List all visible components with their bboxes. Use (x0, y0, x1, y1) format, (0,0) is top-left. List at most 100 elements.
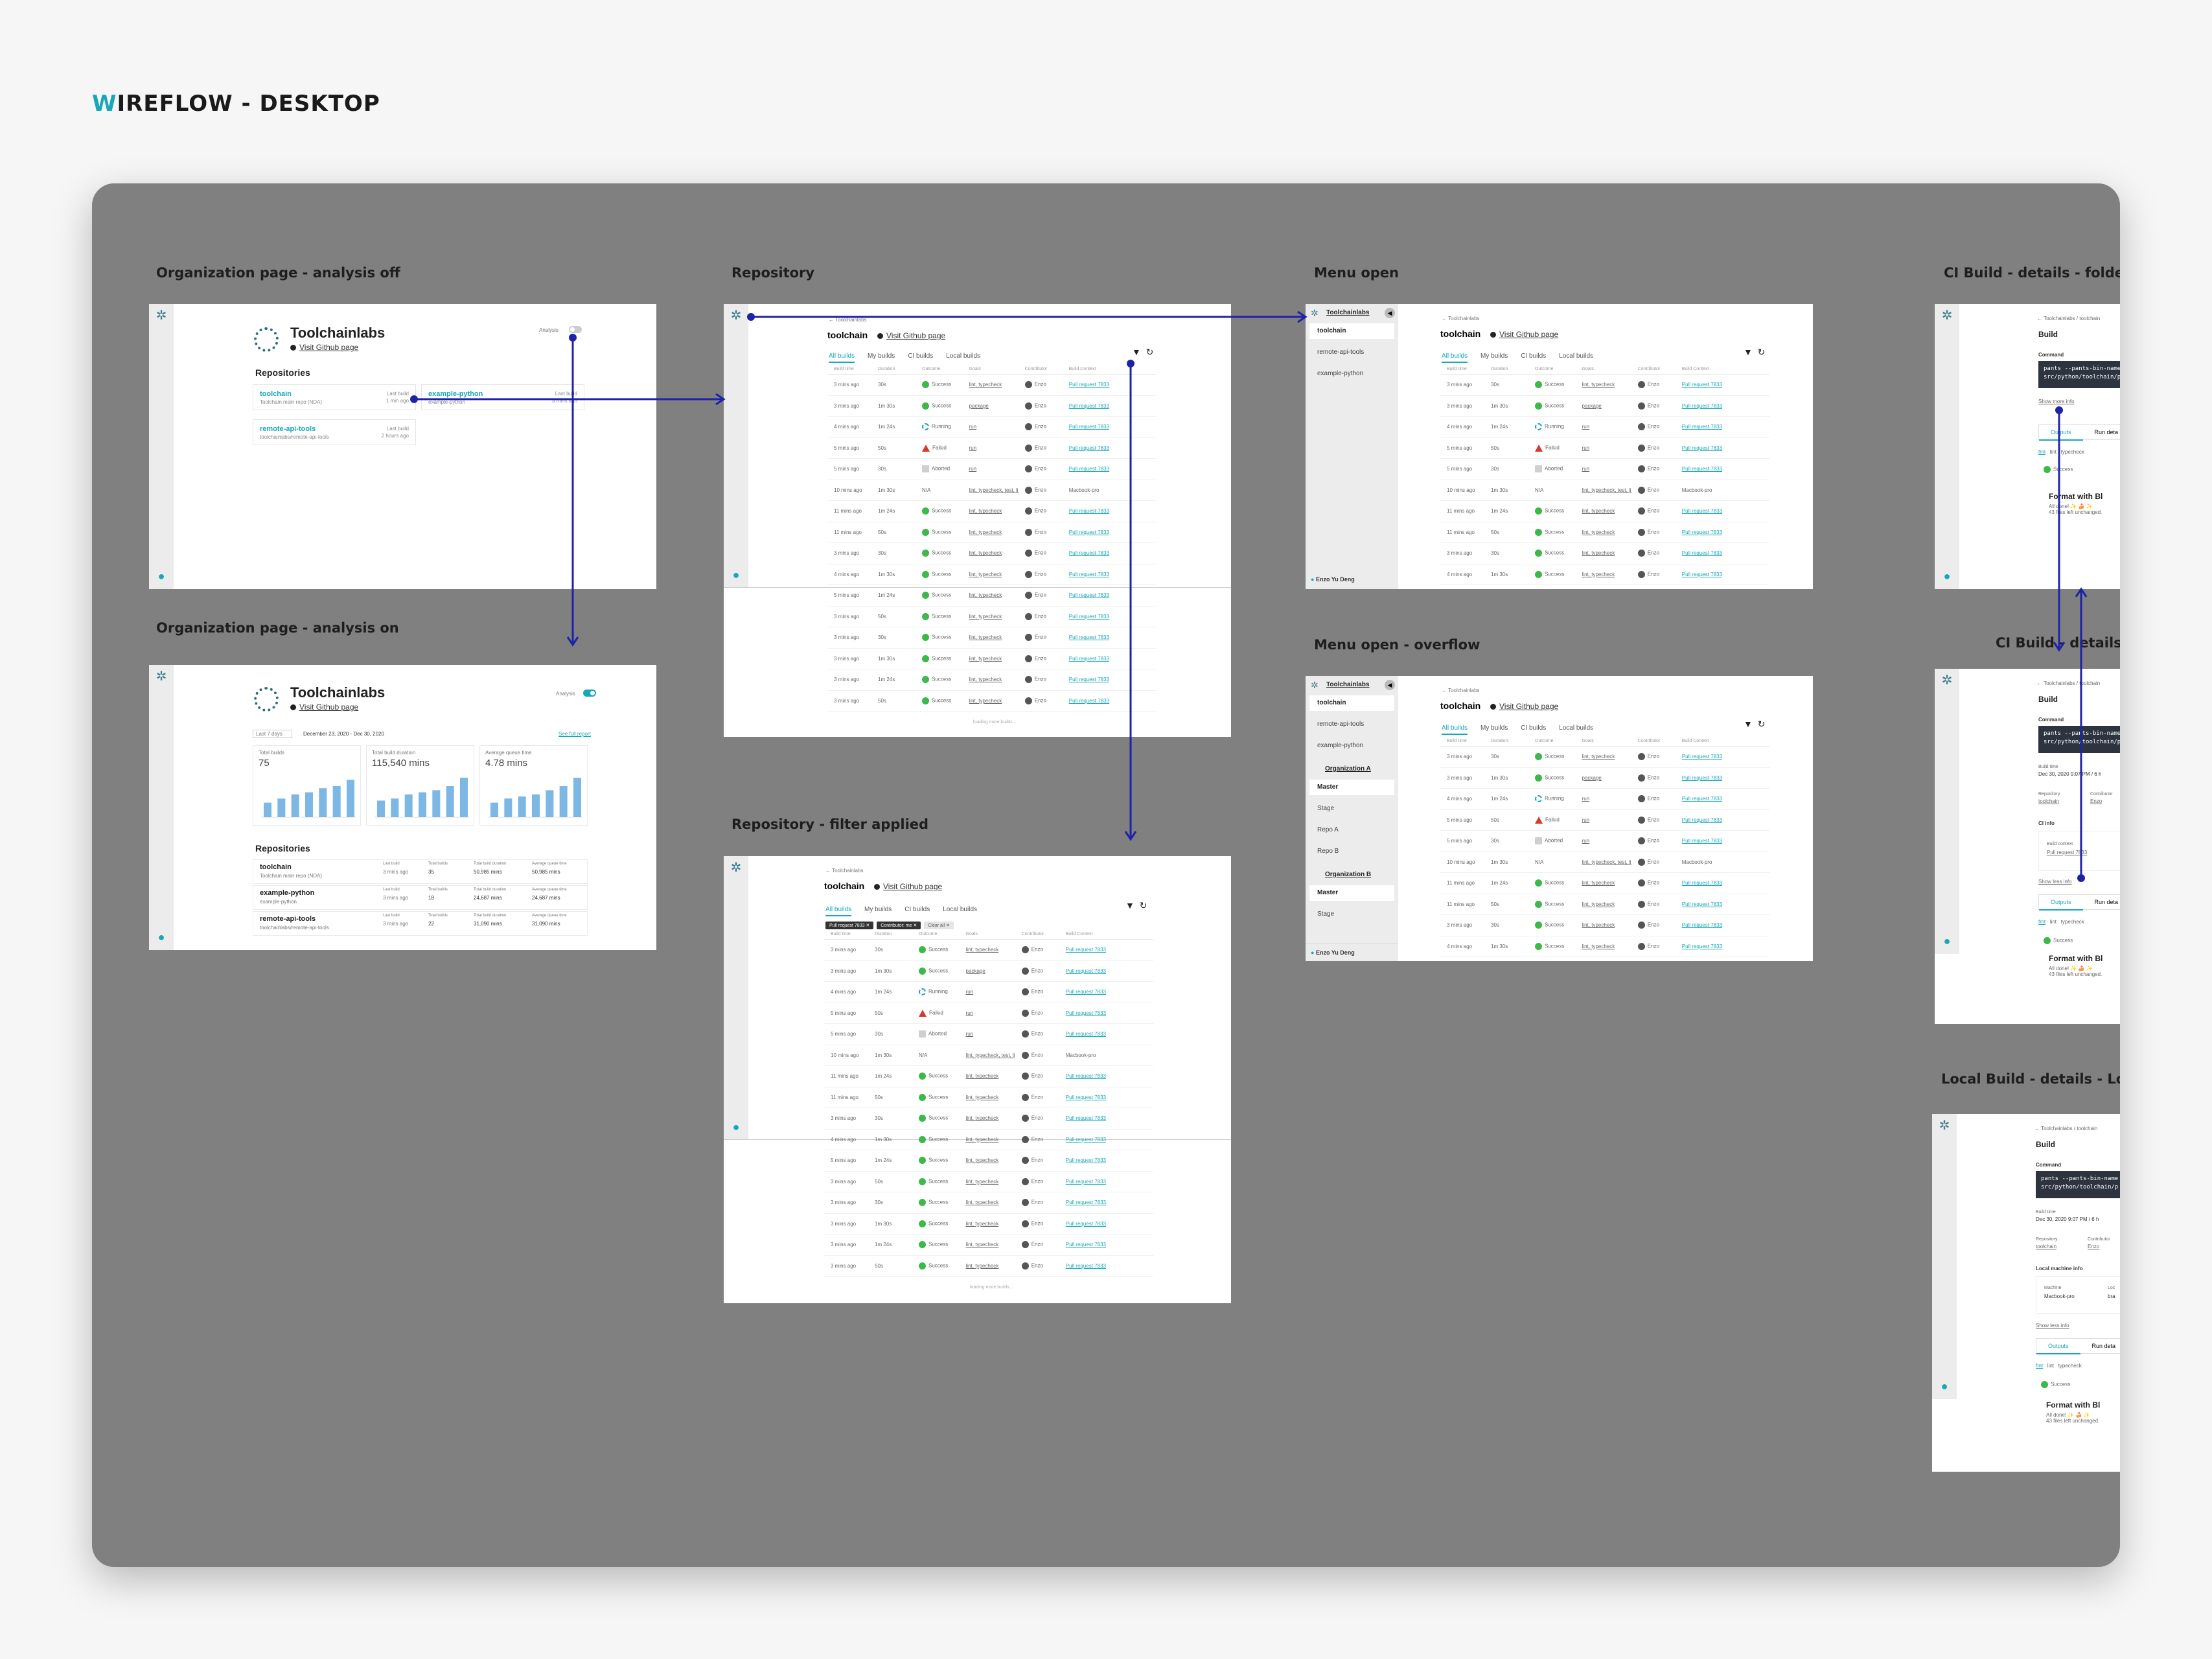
build-context-link[interactable]: Pull request 7833 (1059, 939, 1153, 961)
filter-chip[interactable]: Pull request 7833 ✕ (825, 922, 874, 929)
analysis-toggle[interactable] (583, 690, 596, 697)
tab-local-builds[interactable]: Local builds (943, 906, 977, 913)
menu-org-group[interactable]: Organization B (1325, 871, 1372, 878)
table-row[interactable]: 11 mins ago 50s Success lint, typecheck Enzo… (1440, 522, 1769, 543)
build-goals[interactable]: lint, typecheck (962, 690, 1019, 712)
build-context-link[interactable]: Pull request 7833 (1059, 1087, 1153, 1108)
build-context-link[interactable]: Pull request 7833 (1059, 1150, 1153, 1172)
menu-item-repo[interactable]: example-python (1317, 370, 1364, 377)
table-row[interactable]: 3 mins ago 1m 30s Success package Enzo Pull r… (1440, 395, 1769, 417)
tab-my-builds[interactable]: My builds (868, 353, 895, 360)
build-goals[interactable]: lint, typecheck (1575, 894, 1631, 915)
column-header[interactable]: Outcome (1528, 364, 1576, 375)
build-context-link[interactable]: Pull request 7833 (1675, 500, 1769, 522)
build-context-link[interactable]: Pull request 7833 (1059, 1065, 1153, 1087)
menu-org-header[interactable]: Toolchainlabs (1326, 309, 1370, 316)
menu-item-repo[interactable]: toolchain (1309, 323, 1394, 339)
build-goals[interactable]: lint, typecheck (1575, 564, 1631, 585)
build-goals[interactable]: run (1575, 809, 1631, 831)
build-goals[interactable]: lint, typecheck (1575, 746, 1631, 768)
table-row[interactable]: 3 mins ago 1m 30s Success package Enzo Pull r… (824, 960, 1153, 982)
build-goals[interactable]: package (959, 960, 1015, 982)
table-row[interactable]: 5 mins ago 1m 24s Success lint, typecheck En… (824, 1150, 1153, 1172)
contributor-link[interactable]: Enzo (2088, 1244, 2100, 1249)
build-goals[interactable]: run (959, 981, 1015, 1003)
build-goals[interactable]: run (962, 416, 1019, 438)
column-header[interactable]: Outcome (912, 929, 960, 940)
table-row[interactable]: 3 mins ago 1m 30s Success package Enzo Pull r… (827, 395, 1157, 417)
build-context-link[interactable]: Macbook-pro (1062, 480, 1157, 501)
build-context-link[interactable]: Pull request 7833 (1675, 746, 1769, 768)
build-context-link[interactable]: Pull request 7833 (1062, 585, 1157, 607)
build-context-link[interactable]: Pull request 7833 (1675, 564, 1769, 585)
table-row[interactable]: 4 mins ago 1m 30s Success lint, typecheck En… (1440, 564, 1769, 585)
toolchain-logo-icon[interactable]: ✲ (1941, 308, 1953, 323)
tab-local-builds[interactable]: Local builds (1559, 353, 1593, 360)
table-row[interactable]: 4 mins ago 1m 24s Running run Enzo Pull reque… (824, 981, 1153, 1003)
build-context-link[interactable]: Pull request 7833 (1062, 690, 1157, 712)
build-context-link[interactable]: Pull request 7833 (2047, 850, 2088, 855)
build-goals[interactable]: lint, typecheck, test, lint (1575, 852, 1631, 873)
column-header[interactable]: Duration (868, 929, 912, 940)
refresh-icon[interactable]: ↻ (1146, 347, 1154, 357)
menu-org-header[interactable]: Toolchainlabs (1326, 681, 1370, 688)
build-context-link[interactable]: Pull request 7833 (1675, 894, 1769, 915)
table-row[interactable]: 4 mins ago 1m 30s Success lint, typecheck En… (824, 1129, 1153, 1150)
table-row[interactable]: 11 mins ago 50s Success lint, typecheck Enzo… (1440, 894, 1769, 915)
table-row[interactable]: 4 mins ago 1m 30s Success lint, typecheck En… (827, 564, 1157, 585)
table-row[interactable]: 3 mins ago 30s Success lint, typecheck Enzo P… (824, 1192, 1153, 1214)
filter-icon[interactable]: ▼ (1132, 347, 1141, 357)
tab-my-builds[interactable]: My builds (864, 906, 892, 913)
column-header[interactable]: Contributor (1631, 364, 1676, 375)
table-row[interactable]: 3 mins ago 30s Success lint, typecheck Enzo P… (1440, 374, 1769, 396)
build-goals[interactable]: lint, typecheck, test, lint (962, 480, 1019, 501)
column-header[interactable]: Build time (1440, 736, 1484, 747)
table-row[interactable]: 3 mins ago 30s Success lint, typecheck Enzo P… (827, 542, 1157, 564)
table-row[interactable]: 5 mins ago 1m 24s Success lint, typecheck En… (827, 585, 1157, 607)
user-icon[interactable]: ● (1943, 570, 1951, 583)
build-goals[interactable]: run (1575, 788, 1631, 810)
table-row[interactable]: 5 mins ago 30s Aborted run Enzo Pull request … (1440, 458, 1769, 480)
breadcrumb[interactable]: ← Toolchainlabs / toolchain (2037, 680, 2101, 686)
build-goals[interactable]: package (1575, 767, 1631, 789)
github-link[interactable]: Visit Github page (1490, 702, 1558, 711)
breadcrumb[interactable]: ← Toolchainlabs (829, 317, 867, 323)
table-row[interactable]: 3 mins ago 50s Success lint, typecheck Enzo P… (827, 606, 1157, 627)
build-goals[interactable]: lint, typecheck (959, 1255, 1015, 1277)
toolchain-logo-icon[interactable]: ✲ (156, 308, 167, 323)
build-goals[interactable]: lint, typecheck (962, 648, 1019, 669)
menu-item-branch[interactable]: Stage (1317, 911, 1335, 918)
build-context-link[interactable]: Pull request 7833 (1675, 788, 1769, 810)
build-goals[interactable]: lint, typecheck (959, 1192, 1015, 1214)
build-context-link[interactable]: Pull request 7833 (1675, 809, 1769, 831)
build-goals[interactable]: lint, typecheck (962, 542, 1019, 564)
table-row[interactable]: 3 mins ago 1m 24s Success lint, typecheck En… (824, 1234, 1153, 1256)
table-row[interactable]: 5 mins ago 50s Failed run Enzo Pull request 7… (824, 1003, 1153, 1024)
build-goals[interactable]: run (1575, 830, 1631, 852)
build-goals[interactable]: run (1575, 458, 1631, 480)
table-row[interactable]: 11 mins ago 1m 24s Success lint, typecheck E… (827, 500, 1157, 522)
user-icon[interactable]: ● (1941, 1380, 1948, 1393)
build-context-link[interactable]: Pull request 7833 (1059, 1192, 1153, 1214)
build-goals[interactable]: lint, typecheck (959, 1171, 1015, 1192)
toolchain-logo-icon[interactable]: ✲ (1941, 673, 1953, 688)
build-context-link[interactable]: Pull request 7833 (1675, 416, 1769, 438)
build-goals[interactable]: run (959, 1023, 1015, 1045)
column-header[interactable]: Build Context (1059, 929, 1153, 940)
toolchain-logo-icon[interactable]: ✲ (730, 861, 742, 875)
build-context-link[interactable]: Pull request 7833 (1675, 936, 1769, 957)
collapse-menu-icon[interactable]: ◀ (1385, 680, 1395, 690)
show-more-info-link[interactable]: Show more info (2038, 399, 2075, 404)
build-goals[interactable]: lint, typecheck (962, 564, 1019, 585)
build-goals[interactable]: lint, typecheck (959, 1087, 1015, 1108)
table-row[interactable]: 3 mins ago 30s Success lint, typecheck Enzo P… (824, 939, 1153, 961)
table-row[interactable]: 5 mins ago 30s Aborted run Enzo Pull request … (824, 1023, 1153, 1045)
build-context-link[interactable]: Pull request 7833 (1062, 395, 1157, 417)
repo-card[interactable]: remote-api-tools toolchainlabs/remote-api… (253, 419, 416, 445)
repository-link[interactable]: toolchain (2036, 1244, 2057, 1249)
column-header[interactable]: Contributor (1631, 736, 1676, 747)
table-row[interactable]: 11 mins ago 1m 24s Success lint, typecheck E… (824, 1065, 1153, 1087)
build-goals[interactable]: lint, typecheck (959, 1150, 1015, 1172)
column-header[interactable]: Build time (827, 364, 871, 375)
table-row[interactable]: 3 mins ago 1m 30s Success lint, typecheck En… (827, 648, 1157, 669)
